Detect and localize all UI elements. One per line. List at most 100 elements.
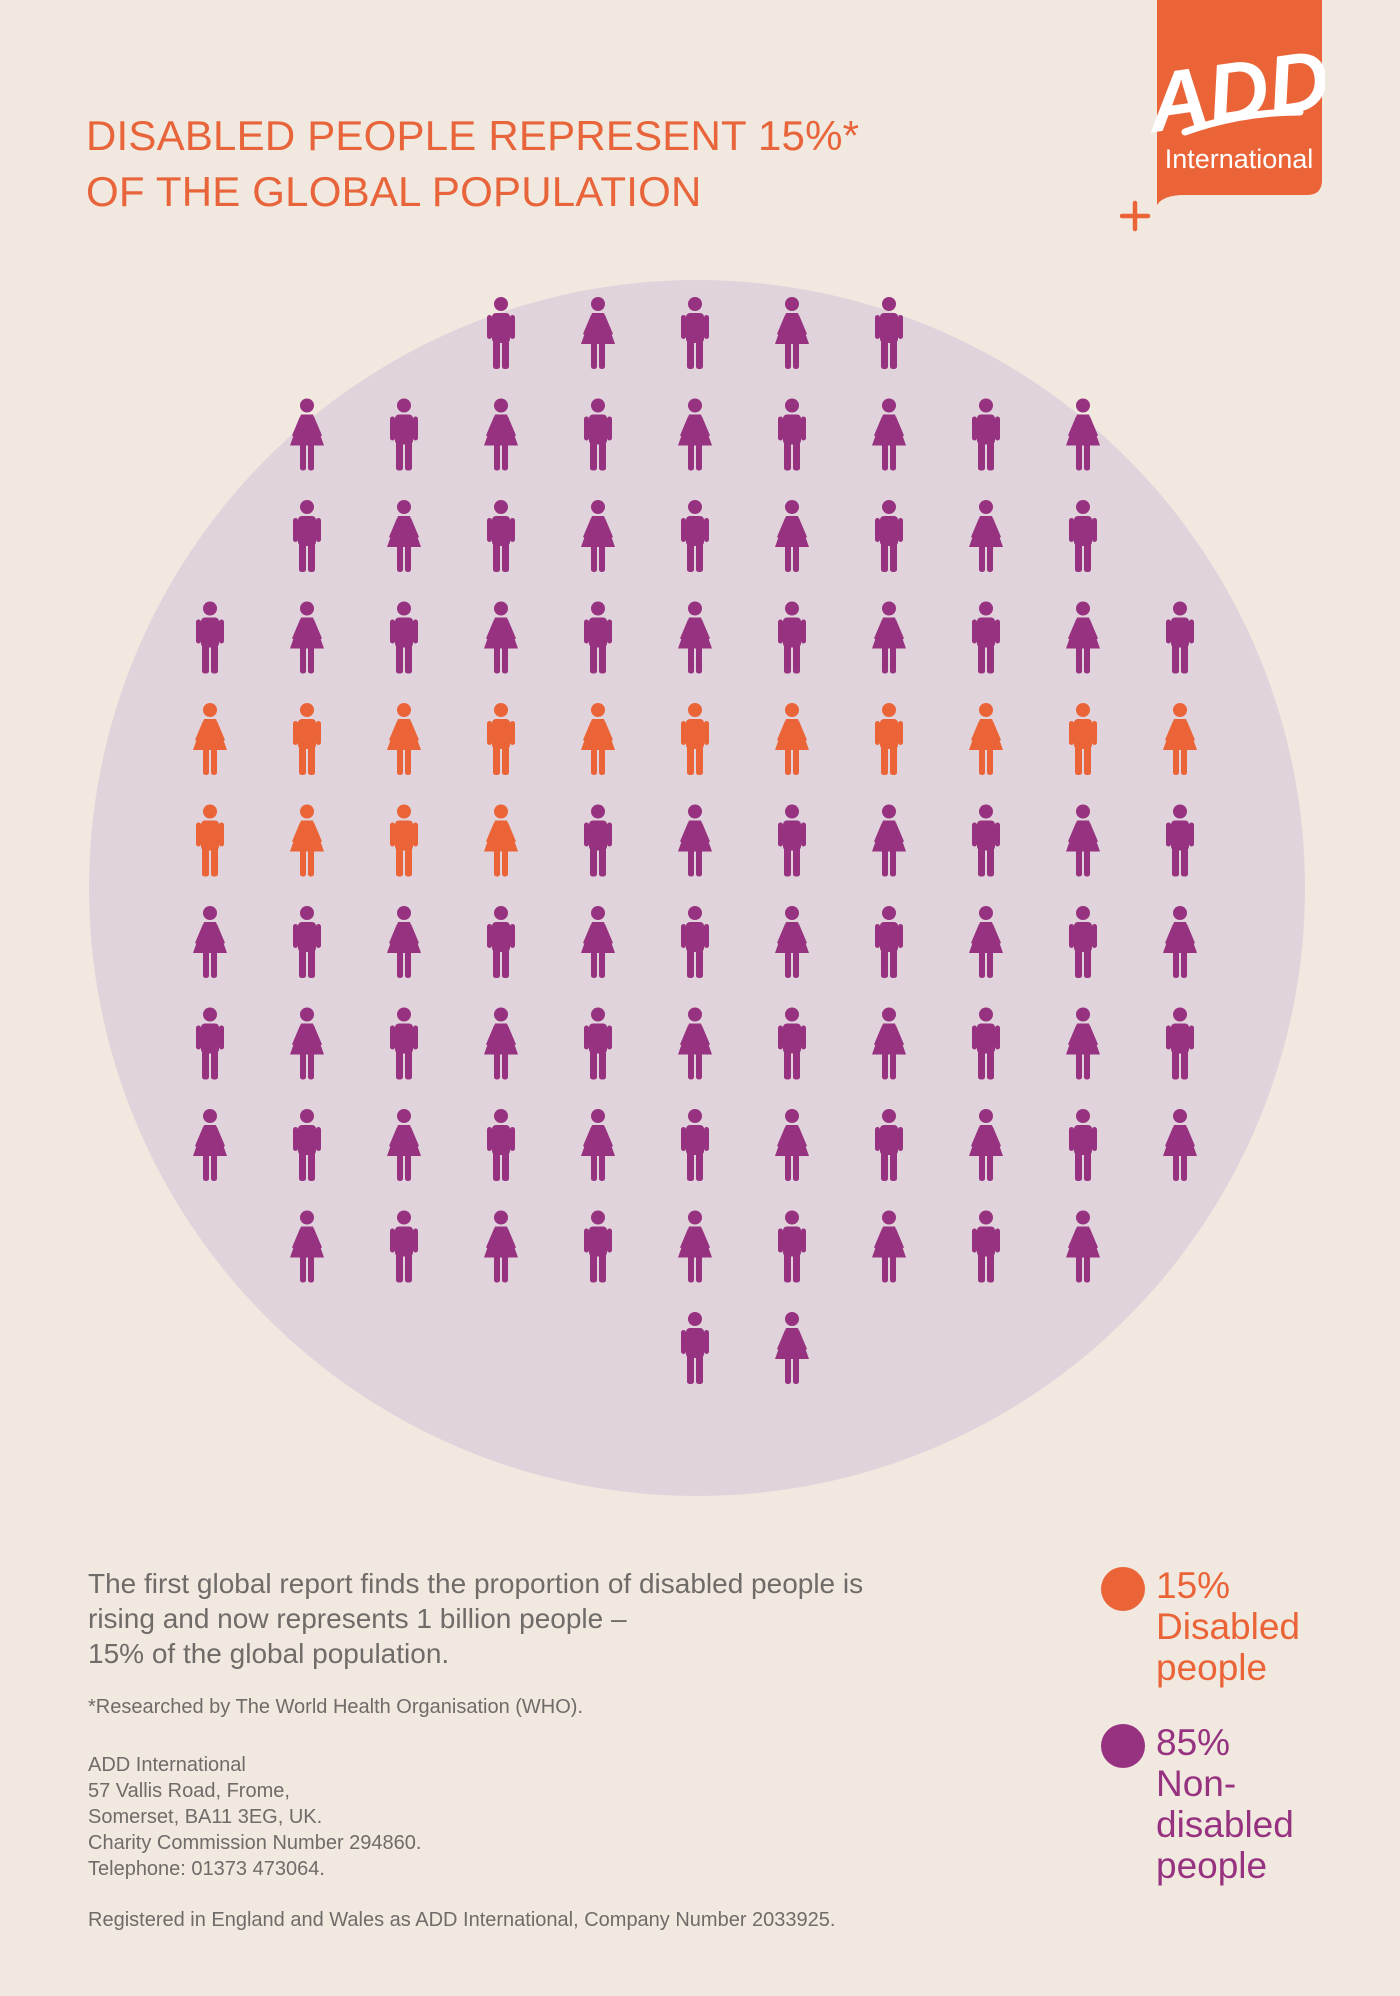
disabled-person-icon [1163,703,1197,775]
non-disabled-person-icon [872,804,906,877]
disabled-person-icon [969,703,1003,775]
registration-note: Registered in England and Wales as ADD I… [88,1909,836,1931]
population-circle [89,280,1305,1496]
non-disabled-person-icon [484,1210,518,1283]
disabled-person-icon [193,703,227,775]
non-disabled-person-icon [972,804,1000,877]
non-disabled-person-icon [293,500,321,572]
non-disabled-person-icon [1066,398,1100,471]
legend-value-disabled: 15% [1156,1565,1231,1606]
non-disabled-person-icon [290,398,324,471]
non-disabled-person-icon [484,601,518,674]
non-disabled-person-icon [775,297,809,369]
non-disabled-person-icon [775,906,809,978]
add-international-logo: ADD International [1119,0,1325,232]
non-disabled-person-icon [678,1007,712,1080]
non-disabled-person-icon [1163,906,1197,978]
disabled-person-icon [487,703,515,775]
address-charity-number: Charity Commission Number 294860. [88,1832,422,1854]
non-disabled-person-icon [584,1007,612,1080]
non-disabled-person-icon [1166,804,1194,877]
non-disabled-person-icon [681,297,709,369]
non-disabled-person-icon [293,906,321,978]
non-disabled-person-icon [775,1109,809,1181]
non-disabled-person-icon [387,906,421,978]
non-disabled-person-icon [778,1210,806,1283]
non-disabled-person-icon [1069,906,1097,978]
non-disabled-person-icon [778,601,806,674]
non-disabled-person-icon [390,398,418,471]
disabled-person-icon [390,804,418,877]
summary-line-1: The first global report finds the propor… [88,1568,864,1599]
non-disabled-person-icon [581,906,615,978]
non-disabled-person-icon [584,398,612,471]
logo-swoosh [1181,108,1304,136]
non-disabled-person-icon [584,1210,612,1283]
non-disabled-person-icon [678,398,712,471]
non-disabled-person-icon [875,297,903,369]
non-disabled-person-icon [193,1109,227,1181]
address-telephone: Telephone: 01373 473064. [88,1858,325,1880]
logo-subtitle: International [1165,144,1314,174]
non-disabled-person-icon [1166,1007,1194,1080]
non-disabled-person-icon [775,500,809,572]
non-disabled-person-icon [487,1109,515,1181]
disabled-person-icon [196,804,224,877]
non-disabled-person-icon [581,1109,615,1181]
non-disabled-person-icon [875,1109,903,1181]
non-disabled-person-icon [584,804,612,877]
non-disabled-person-icon [290,601,324,674]
non-disabled-person-icon [972,601,1000,674]
non-disabled-person-icon [196,1007,224,1080]
non-disabled-person-icon [1066,1210,1100,1283]
figure-grid [193,297,1197,1384]
non-disabled-person-icon [1069,1109,1097,1181]
disabled-person-icon [293,703,321,775]
non-disabled-person-icon [678,1210,712,1283]
address-org: ADD International [88,1754,246,1776]
disabled-person-icon [875,703,903,775]
logo-speech-bubble [1155,0,1322,205]
non-disabled-person-icon [390,1210,418,1283]
non-disabled-person-icon [1066,601,1100,674]
disabled-person-icon [484,804,518,877]
summary-line-3: 15% of the global population. [88,1638,450,1669]
disabled-person-icon [290,804,324,877]
non-disabled-person-icon [581,297,615,369]
non-disabled-person-icon [872,398,906,471]
legend-item-non-disabled: 85% Non- disabled people [1098,1722,1388,1886]
plus-icon [1119,200,1151,232]
summary-line-2: rising and now represents 1 billion peop… [88,1603,627,1634]
legend: 15% Disabled people 85% Non- disabled pe… [1098,1565,1388,1920]
non-disabled-person-icon [390,1007,418,1080]
non-disabled-person-icon [775,1312,809,1384]
non-disabled-person-icon [872,1007,906,1080]
non-disabled-person-icon [1066,1007,1100,1080]
legend-item-disabled: 15% Disabled people [1098,1565,1388,1688]
non-disabled-person-icon [681,1109,709,1181]
non-disabled-person-icon [290,1210,324,1283]
non-disabled-person-icon [681,1312,709,1384]
title-line-1: DISABLED PEOPLE REPRESENT 15%* [86,112,860,159]
non-disabled-person-icon [778,398,806,471]
disabled-person-icon [1069,703,1097,775]
non-disabled-person-icon [387,1109,421,1181]
non-disabled-person-icon [872,1210,906,1283]
research-footnote: *Researched by The World Health Organisa… [88,1696,584,1718]
disabled-person-icon [387,703,421,775]
non-disabled-person-icon [678,804,712,877]
non-disabled-person-icon [969,906,1003,978]
non-disabled-person-icon [293,1109,321,1181]
non-disabled-person-icon [387,500,421,572]
non-disabled-person-icon [487,500,515,572]
non-disabled-person-icon [678,601,712,674]
disabled-person-icon [581,703,615,775]
non-disabled-person-icon [196,601,224,674]
legend-dot-non-disabled [1101,1724,1145,1768]
non-disabled-person-icon [487,906,515,978]
non-disabled-person-icon [681,906,709,978]
non-disabled-person-icon [972,1007,1000,1080]
non-disabled-person-icon [581,500,615,572]
organisation-address: ADD International 57 Vallis Road, Frome,… [88,1752,421,1882]
non-disabled-person-icon [290,1007,324,1080]
